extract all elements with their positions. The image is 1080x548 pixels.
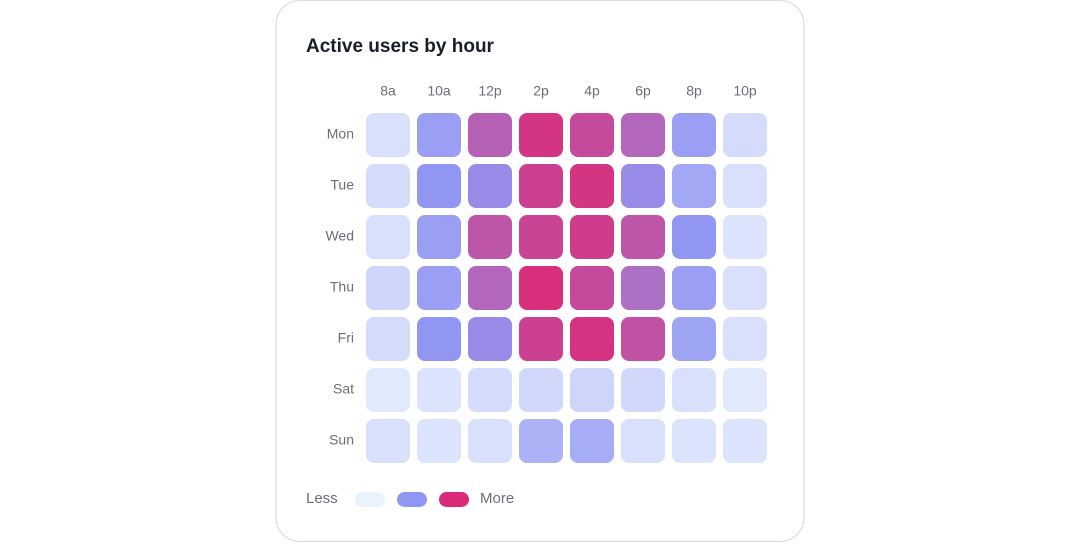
heat-cell — [519, 164, 563, 208]
heat-cell — [570, 266, 614, 310]
heat-cell — [417, 317, 461, 361]
heatmap: 8a 10a 12p 2p 4p 6p 8p 10p Mon Tue Wed Thu Fri Sat Sun — [325, 83, 767, 463]
heat-cell — [519, 368, 563, 412]
heat-cell — [621, 215, 665, 259]
heat-cell — [468, 215, 512, 259]
legend — [355, 492, 469, 507]
y-tick-label: Fri — [338, 330, 354, 346]
legend-swatch — [355, 492, 385, 507]
legend-high: More — [480, 490, 514, 507]
y-tick-label: Sun — [329, 432, 354, 448]
heat-cell — [366, 317, 410, 361]
heat-cell — [672, 368, 716, 412]
heat-cell — [417, 215, 461, 259]
heat-cell — [468, 113, 512, 157]
x-tick-label: 8a — [380, 83, 396, 99]
y-tick-label: Sat — [333, 381, 354, 397]
heat-cell — [570, 215, 614, 259]
heat-cell — [417, 164, 461, 208]
heat-cell — [366, 215, 410, 259]
heat-cell — [366, 113, 410, 157]
heat-cell — [672, 164, 716, 208]
heat-cell — [366, 266, 410, 310]
heat-cell — [723, 164, 767, 208]
y-tick-label: Mon — [327, 126, 354, 142]
heat-cell — [672, 317, 716, 361]
heat-cell — [672, 215, 716, 259]
legend-low: Less — [306, 490, 338, 507]
heat-cell — [723, 368, 767, 412]
heat-cell — [723, 215, 767, 259]
x-tick-label: 4p — [584, 83, 600, 99]
y-tick-label: Wed — [325, 228, 354, 244]
heat-cell — [723, 266, 767, 310]
heat-cell — [570, 164, 614, 208]
heat-cell — [723, 113, 767, 157]
heat-cell — [519, 317, 563, 361]
x-tick-label: 10a — [427, 83, 451, 99]
heat-cell — [519, 419, 563, 463]
heat-cell — [570, 419, 614, 463]
heat-cell — [519, 215, 563, 259]
heat-cell — [468, 164, 512, 208]
legend-swatch — [397, 492, 427, 507]
heat-cell — [621, 164, 665, 208]
heat-cell — [417, 368, 461, 412]
heat-cell — [570, 317, 614, 361]
x-tick-label: 6p — [635, 83, 651, 99]
x-tick-label: 12p — [478, 83, 502, 99]
x-tick-label: 2p — [533, 83, 549, 99]
chart-title: Active users by hour — [306, 36, 495, 57]
x-tick-label: 8p — [686, 83, 702, 99]
y-tick-label: Thu — [330, 279, 354, 295]
heat-cell — [621, 266, 665, 310]
heat-cell — [672, 113, 716, 157]
heat-cell — [672, 419, 716, 463]
y-tick-label: Tue — [330, 177, 354, 193]
heat-cell — [621, 368, 665, 412]
heat-cell — [519, 266, 563, 310]
heat-cell — [672, 266, 716, 310]
heat-cell — [417, 266, 461, 310]
x-tick-label: 10p — [733, 83, 757, 99]
heat-cell — [621, 419, 665, 463]
heat-cell — [468, 419, 512, 463]
heat-cell — [570, 113, 614, 157]
heat-cell — [417, 113, 461, 157]
heat-cell — [621, 317, 665, 361]
heat-cell — [468, 317, 512, 361]
heat-cell — [570, 368, 614, 412]
heat-cell — [621, 113, 665, 157]
heat-cell — [723, 317, 767, 361]
heat-cell — [366, 164, 410, 208]
heat-cell — [417, 419, 461, 463]
heat-cell — [366, 419, 410, 463]
heat-cell — [519, 113, 563, 157]
heat-cell — [723, 419, 767, 463]
legend-swatch — [439, 492, 469, 507]
heat-cell — [468, 266, 512, 310]
heat-cell — [366, 368, 410, 412]
heat-cell — [468, 368, 512, 412]
